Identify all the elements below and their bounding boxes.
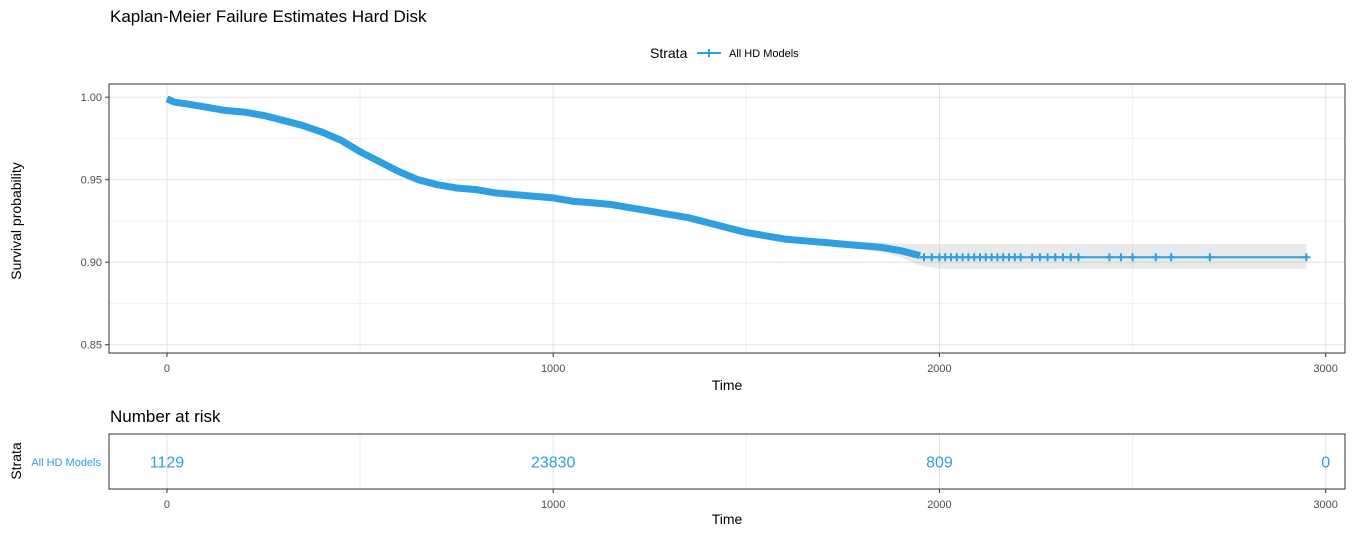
y-axis-ticks: 0.85 0.90 0.95 1.00 (81, 92, 109, 352)
risk-table-panel: Number at risk 1129 23830 809 0 All HD Mode… (8, 407, 1346, 527)
survival-panel: 0.85 0.90 0.95 1.00 0 1000 2000 3000 Time Surv… (8, 83, 1346, 393)
y-tick-label: 0.95 (81, 175, 102, 187)
risk-values: 1129 23830 809 0 (150, 455, 1331, 472)
x-tick-label: 0 (164, 363, 170, 375)
y-tick-label: 0.85 (81, 340, 102, 352)
risk-table-title: Number at risk (110, 407, 221, 426)
chart-title: Kaplan-Meier Failure Estimates Hard Disk (110, 7, 427, 26)
risk-x-tick-label: 0 (164, 499, 170, 511)
x-tick-label: 1000 (541, 363, 565, 375)
risk-table-background (109, 434, 1345, 489)
risk-table-y-axis-title: Strata (8, 442, 24, 480)
confidence-band (166, 97, 1307, 269)
legend-title: Strata (650, 45, 688, 61)
survival-grid (109, 84, 1345, 353)
risk-x-tick-label: 2000 (927, 499, 951, 511)
x-axis-ticks: 0 1000 2000 3000 (164, 353, 1338, 375)
y-axis-title: Survival probability (8, 162, 24, 280)
survival-panel-border (108, 83, 1346, 354)
x-tick-label: 2000 (927, 363, 951, 375)
risk-table-x-ticks: 0 1000 2000 3000 (164, 489, 1338, 511)
risk-strata-label: All HD Models (31, 457, 101, 469)
risk-table-border (108, 433, 1346, 490)
survival-curve (165, 95, 921, 259)
legend: Strata All HD Models (650, 45, 799, 61)
x-axis-title: Time (712, 377, 743, 393)
risk-table-x-axis-title: Time (712, 511, 743, 527)
legend-key-cross (705, 49, 713, 57)
x-tick-label: 3000 (1313, 363, 1337, 375)
y-tick-label: 1.00 (81, 92, 102, 104)
y-tick-label: 0.90 (81, 257, 102, 269)
risk-x-tick-label: 1000 (541, 499, 565, 511)
risk-table-grid (166, 434, 1327, 489)
risk-value: 23830 (531, 455, 576, 472)
risk-x-tick-label: 3000 (1313, 499, 1337, 511)
risk-value: 0 (1321, 455, 1330, 472)
legend-label: All HD Models (729, 48, 799, 60)
risk-value: 1129 (150, 455, 185, 472)
risk-value: 809 (926, 455, 953, 472)
